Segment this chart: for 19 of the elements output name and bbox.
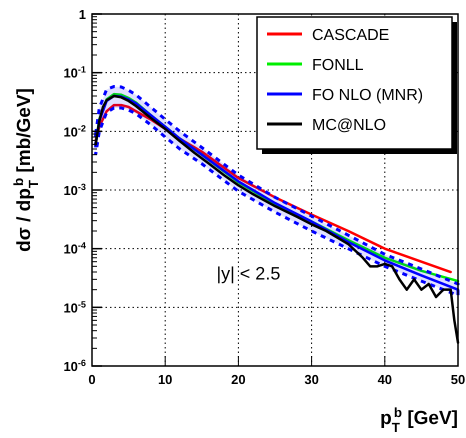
y-tick-label: 10$^{-2}$: [63, 123, 86, 140]
legend-label: MC@NLO: [312, 117, 386, 134]
x-tick-label: 50: [450, 372, 466, 387]
y-tick-label: 10$^{-4}$: [63, 240, 87, 257]
x-tick-label: 40: [378, 372, 392, 387]
annotation: |y| < 2.5: [216, 263, 280, 284]
y-tick-label: 10$^{-3}$: [63, 182, 86, 198]
x-tick-label: 0: [88, 372, 96, 387]
x-axis-title: p$_{T}$$^{b}$ [GeV]: [380, 404, 458, 434]
y-tick-label: 10$^{-5}$: [63, 299, 86, 316]
y-tick-label: 1: [78, 7, 86, 22]
x-tick-label: 20: [231, 372, 246, 387]
legend-label: FONLL: [312, 57, 364, 74]
x-tick-label: 10: [158, 372, 172, 387]
x-tick-label: 30: [304, 372, 319, 387]
y-tick-label: 10$^{-6}$: [63, 358, 86, 374]
legend-label: FO NLO (MNR): [312, 87, 424, 104]
y-tick-label: 10$^{-1}$: [63, 64, 86, 81]
legend-label: CASCADE: [312, 27, 390, 44]
